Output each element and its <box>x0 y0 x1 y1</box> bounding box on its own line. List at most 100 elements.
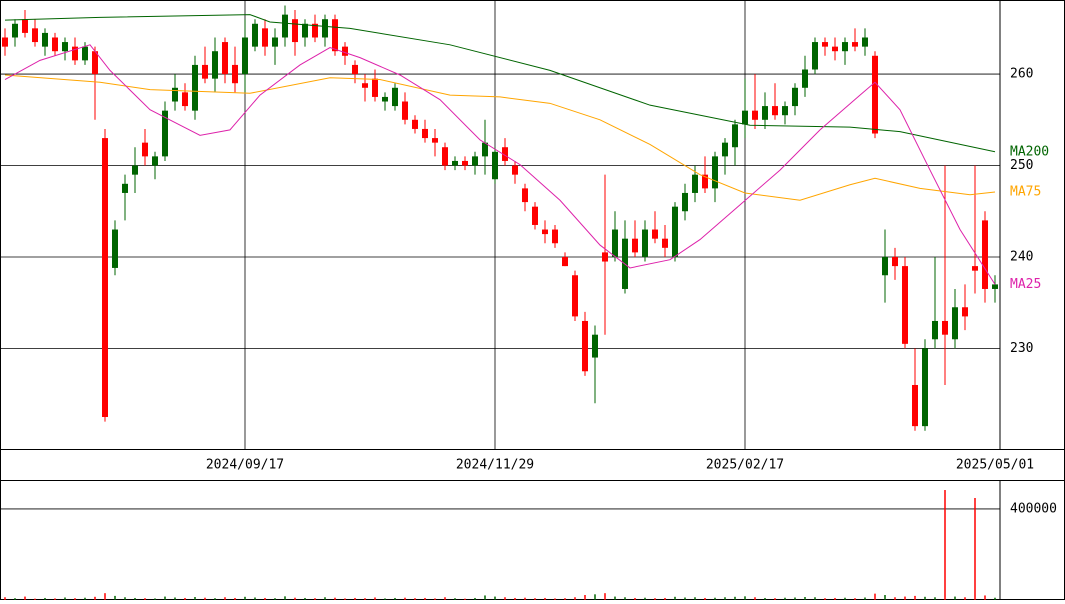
candle-body <box>862 37 868 47</box>
ma-line <box>4 14 996 153</box>
candle-body <box>512 165 518 175</box>
candle-body <box>792 87 798 107</box>
candle-body <box>232 64 238 84</box>
candle-body <box>912 384 918 427</box>
candle-body <box>822 42 828 47</box>
candle-body <box>222 42 228 75</box>
candle-body <box>42 32 48 47</box>
candle-body <box>382 96 388 102</box>
candle-body <box>142 142 148 157</box>
candle-body <box>662 238 668 248</box>
candle-body <box>672 206 678 257</box>
candle-body <box>62 42 68 52</box>
candle-body <box>22 19 28 33</box>
x-tick-label: 2025/05/01 <box>956 458 1034 473</box>
candle-body <box>782 106 788 116</box>
candle-body <box>802 69 808 88</box>
candle-body <box>642 229 648 257</box>
candle-body <box>32 28 38 43</box>
candle-body <box>312 23 318 38</box>
candle-body <box>202 64 208 79</box>
candle-body <box>742 110 748 125</box>
candle-body <box>552 229 558 244</box>
candle-body <box>592 334 598 358</box>
candle-body <box>502 147 508 161</box>
ma-line <box>4 74 996 201</box>
candle-body <box>752 110 758 120</box>
candle-body <box>442 147 448 166</box>
candle-body <box>192 64 198 111</box>
candle-body <box>982 220 988 289</box>
candle-body <box>582 320 588 372</box>
ma-label: MA200 <box>1010 144 1049 159</box>
candle-body <box>532 206 538 225</box>
candle-body <box>882 256 888 276</box>
candle-body <box>402 101 408 120</box>
candle-body <box>972 266 978 271</box>
candle-body <box>712 156 718 189</box>
candle-body <box>762 106 768 120</box>
candle-body <box>182 92 188 107</box>
candle-body <box>452 160 458 166</box>
candle-body <box>422 128 428 139</box>
candle-body <box>132 165 138 175</box>
candle-body <box>612 229 618 257</box>
ma-label: MA75 <box>1010 185 1041 200</box>
candle-body <box>542 229 548 235</box>
candle-body <box>962 307 968 317</box>
candle-body <box>392 87 398 107</box>
candle-body <box>72 46 78 61</box>
candle-body <box>812 42 818 70</box>
candle-body <box>12 23 18 38</box>
candle-body <box>432 138 438 143</box>
candle-body <box>112 229 118 268</box>
candle-body <box>952 307 958 340</box>
candle-body <box>262 28 268 47</box>
candle-body <box>322 19 328 38</box>
candle-body <box>682 192 688 212</box>
y-tick-label: 240 <box>1010 249 1033 264</box>
ma-line <box>4 44 996 285</box>
candle-body <box>492 151 498 180</box>
candle-body <box>122 183 128 193</box>
candle-body <box>842 42 848 52</box>
volume-tick-label: 400000 <box>1010 501 1057 516</box>
candle-body <box>482 142 488 157</box>
candle-body <box>632 238 638 253</box>
candle-body <box>462 160 468 166</box>
x-tick-label: 2024/09/17 <box>206 458 284 473</box>
candle-body <box>942 320 948 335</box>
candle-body <box>342 46 348 56</box>
candle-body <box>82 46 88 61</box>
candle-body <box>652 229 658 239</box>
candle-body <box>272 37 278 47</box>
y-tick-label: 260 <box>1010 67 1033 82</box>
y-tick-label: 230 <box>1010 341 1033 356</box>
ma-label: MA25 <box>1010 277 1041 292</box>
candle-body <box>992 284 998 289</box>
candle-body <box>412 119 418 129</box>
candle-body <box>2 37 8 47</box>
candle-body <box>162 110 168 157</box>
candle-body <box>602 252 608 262</box>
candle-body <box>522 188 528 203</box>
candle-body <box>252 23 258 47</box>
candle-body <box>212 51 218 79</box>
candle-body <box>102 138 108 417</box>
x-tick-label: 2024/11/29 <box>456 458 534 473</box>
candle-body <box>352 64 358 75</box>
candle-body <box>932 320 938 340</box>
candle-body <box>362 83 368 88</box>
candle-body <box>472 156 478 166</box>
candle-body <box>172 87 178 102</box>
candle-body <box>282 14 288 38</box>
candle-body <box>292 19 298 43</box>
candle-body <box>52 37 58 52</box>
candle-body <box>302 23 308 38</box>
candle-body <box>902 266 908 344</box>
candle-body <box>562 256 568 267</box>
candle-body <box>832 46 838 52</box>
candle-body <box>152 156 158 166</box>
